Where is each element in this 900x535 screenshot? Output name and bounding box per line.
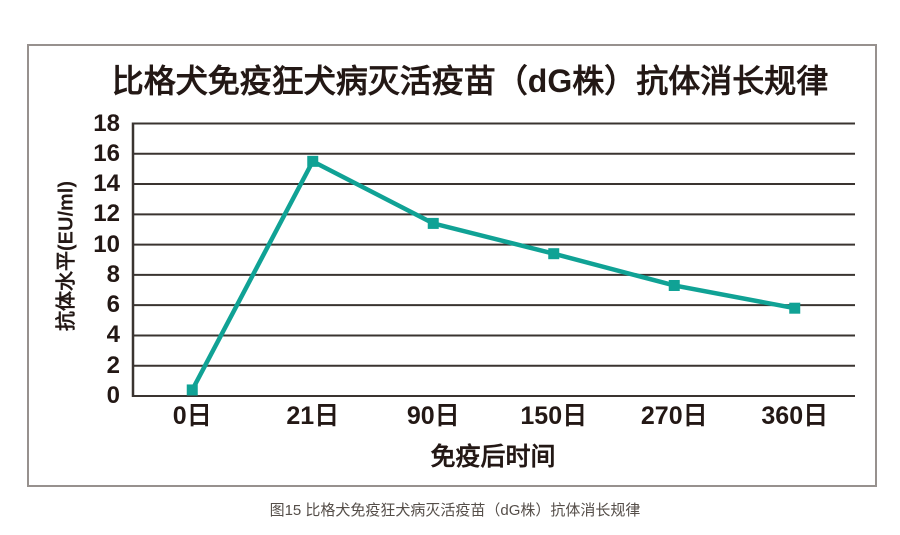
y-tick-label: 6 <box>106 291 120 319</box>
y-tick-label: 16 <box>93 139 120 167</box>
data-point-marker <box>789 302 801 314</box>
y-tick-label: 12 <box>93 200 120 228</box>
data-point-marker <box>186 384 198 396</box>
y-tick-label: 8 <box>106 260 120 288</box>
x-tick-label: 150日 <box>520 402 588 430</box>
chart-frame <box>27 44 877 487</box>
x-tick-label: 21日 <box>286 402 340 430</box>
chart-title: 比格犬免疫狂犬病灭活疫苗（dG株）抗体消长规律 <box>111 63 829 99</box>
y-tick-label: 14 <box>93 170 120 198</box>
y-tick-label: 4 <box>106 321 120 349</box>
y-tick-label: 2 <box>106 351 120 379</box>
x-tick-label: 0日 <box>172 402 212 430</box>
y-tick-label: 0 <box>106 382 120 409</box>
x-tick-label: 90日 <box>406 402 460 430</box>
figure-caption: 图15 比格犬免疫狂犬病灭活疫苗（dG株）抗体消长规律 <box>269 502 641 519</box>
y-tick-label: 18 <box>93 109 120 137</box>
x-axis-title: 免疫后时间 <box>430 443 556 471</box>
data-point-marker <box>427 217 439 229</box>
x-tick-label: 270日 <box>640 402 708 430</box>
data-point-marker <box>548 248 560 260</box>
data-line <box>190 158 796 391</box>
data-point-marker <box>668 279 680 291</box>
data-point-marker <box>307 155 319 167</box>
y-tick-label: 10 <box>93 230 120 258</box>
x-tick-label: 360日 <box>761 402 829 430</box>
